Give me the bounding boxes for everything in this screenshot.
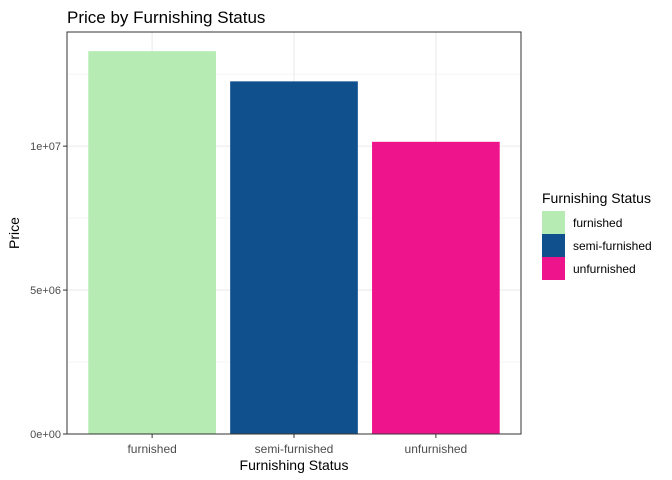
x-tick-label: unfurnished bbox=[405, 442, 468, 456]
bars bbox=[88, 51, 500, 435]
legend-label: semi-furnished bbox=[573, 239, 652, 253]
legend-key-unfurnished bbox=[542, 257, 565, 280]
bar-furnished bbox=[88, 51, 216, 435]
bar-unfurnished bbox=[372, 141, 500, 434]
legend-key-semi-furnished bbox=[542, 234, 565, 257]
legend: Furnishing Status furnished semi-furnishe… bbox=[542, 190, 652, 280]
bar-semi-furnished bbox=[230, 81, 358, 435]
legend-label: unfurnished bbox=[573, 262, 636, 276]
legend-title: Furnishing Status bbox=[542, 190, 651, 206]
legend-entries: furnished semi-furnished unfurnished bbox=[542, 211, 652, 280]
y-tick-label: 1e+07 bbox=[30, 141, 61, 153]
y-tick-label: 5e+06 bbox=[30, 285, 61, 297]
y-axis-title: Price bbox=[6, 217, 22, 249]
y-tick-label: 0e+00 bbox=[30, 429, 61, 441]
legend-key-furnished bbox=[542, 211, 565, 234]
x-tick-label: furnished bbox=[127, 442, 176, 456]
chart-title: Price by Furnishing Status bbox=[67, 8, 265, 27]
x-tick-label: semi-furnished bbox=[255, 442, 334, 456]
x-axis-title: Furnishing Status bbox=[240, 457, 349, 473]
plot-panel bbox=[66, 31, 522, 435]
legend-label: furnished bbox=[573, 216, 622, 230]
x-axis: furnished semi-furnished unfurnished bbox=[127, 434, 467, 456]
y-axis: 0e+00 5e+06 1e+07 bbox=[30, 141, 67, 441]
